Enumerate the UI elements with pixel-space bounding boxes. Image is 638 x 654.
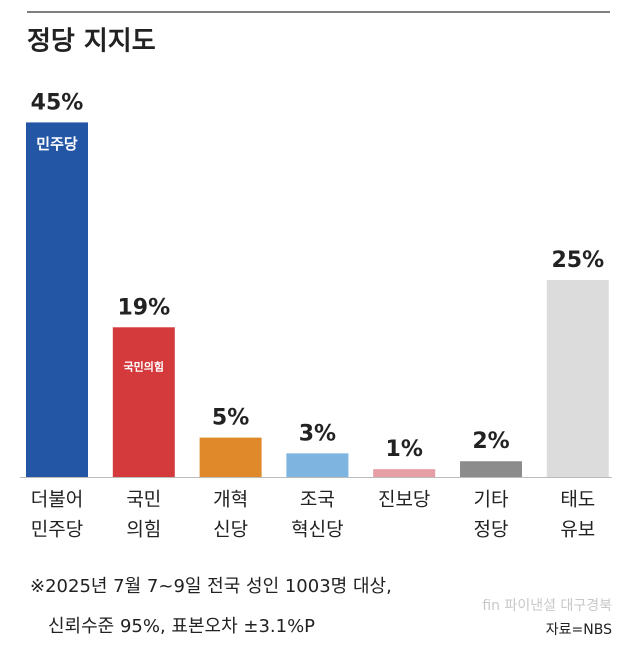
value-label: 2% bbox=[472, 429, 509, 454]
bar bbox=[460, 461, 522, 477]
value-label: 25% bbox=[551, 248, 604, 273]
category-label: 국민 bbox=[126, 489, 161, 511]
category-label: 정당 bbox=[474, 519, 509, 541]
bar bbox=[286, 453, 349, 477]
note: ※2025년 7월 7~9일 전국 성인 1003명 대상, bbox=[30, 576, 392, 597]
category-label: 더불어 bbox=[31, 489, 83, 511]
bar bbox=[112, 327, 175, 477]
watermark: fin 파이낸셜 대구경북 bbox=[482, 598, 612, 614]
bar bbox=[199, 437, 262, 477]
party-logo: 국민의힘 bbox=[124, 359, 164, 373]
bar bbox=[26, 122, 88, 478]
category-label: 진보당 bbox=[378, 489, 430, 511]
category-label: 개혁 bbox=[213, 489, 248, 511]
note: 신뢰수준 95%, 표본오차 ±3.1%P bbox=[48, 616, 315, 637]
category-label: 기타 bbox=[474, 489, 509, 511]
bar bbox=[373, 469, 436, 477]
value-label: 3% bbox=[299, 421, 336, 446]
value-label: 45% bbox=[31, 90, 84, 115]
value-label: 5% bbox=[212, 406, 249, 431]
category-label: 의힘 bbox=[126, 519, 161, 541]
source: 자료=NBS bbox=[546, 622, 612, 638]
category-label: 유보 bbox=[560, 519, 595, 541]
category-label: 조국 bbox=[300, 489, 335, 511]
chart-title: 정당 지지도 bbox=[27, 27, 156, 57]
category-label: 신당 bbox=[213, 519, 248, 541]
party-logo: 민주당 bbox=[36, 135, 78, 153]
bar bbox=[546, 280, 609, 477]
category-label: 태도 bbox=[560, 489, 595, 511]
category-label: 민주당 bbox=[31, 519, 83, 541]
category-label: 혁신당 bbox=[291, 519, 343, 541]
value-label: 1% bbox=[386, 437, 423, 462]
value-label: 19% bbox=[117, 295, 170, 320]
